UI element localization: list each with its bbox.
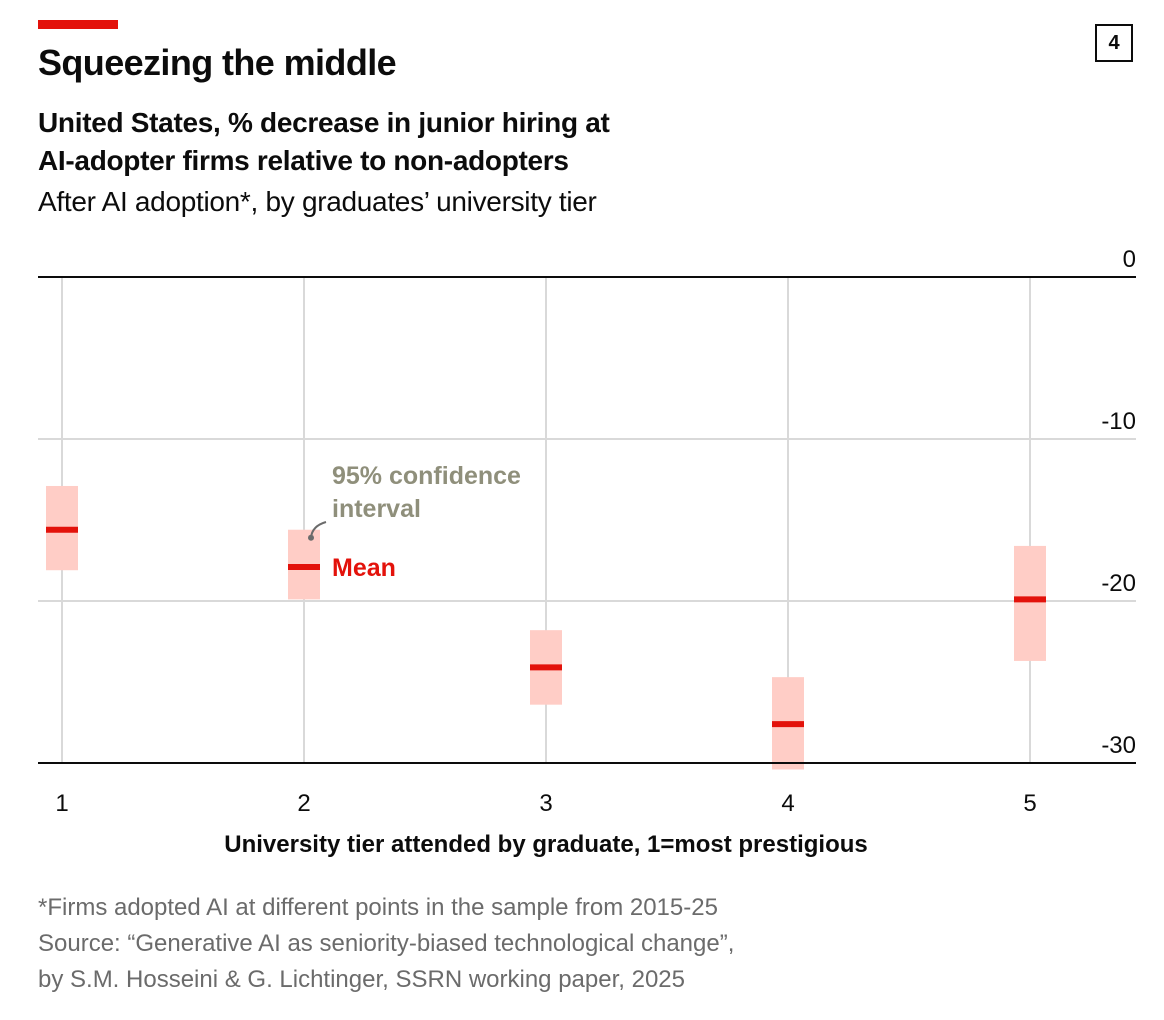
source-line-1: Source: “Generative AI as seniority-bias…: [38, 930, 735, 957]
chart-title: Squeezing the middle: [38, 42, 397, 83]
ci-annotation-line-2: interval: [332, 495, 421, 523]
chart-subtitle: United States, % decrease in junior hiri…: [38, 104, 610, 180]
x-tick-label-1: 1: [55, 790, 68, 817]
y-tick-label-0: 0: [1123, 246, 1136, 273]
x-tick-label-3: 3: [539, 790, 552, 817]
brand-accent-bar: [38, 20, 118, 29]
y-tick-label--10: -10: [1101, 408, 1136, 435]
x-axis-title: University tier attended by graduate, 1=…: [224, 831, 868, 858]
range-chart: 0 -10 -20 -30 1 2 3 4 5 University tier attended …: [38, 246, 1136, 858]
x-tick-label-2: 2: [297, 790, 310, 817]
x-tick-label-4: 4: [781, 790, 794, 817]
ci-annotation-line-1: 95% confidence: [332, 462, 521, 490]
subtitle-line-2: AI-adopter firms relative to non-adopter…: [38, 145, 569, 176]
source-line-2: by S.M. Hosseini & G. Lichtinger, SSRN w…: [38, 966, 685, 993]
chart-number-badge: 4: [1095, 24, 1133, 62]
mean-annotation: Mean: [332, 554, 396, 582]
chart-subnote: After AI adoption*, by graduates’ univer…: [38, 186, 597, 217]
y-tick-label--20: -20: [1101, 570, 1136, 597]
subtitle-line-1: United States, % decrease in junior hiri…: [38, 107, 610, 138]
footnote-adoption: *Firms adopted AI at different points in…: [38, 894, 718, 921]
y-tick-label--30: -30: [1101, 732, 1136, 759]
x-tick-label-5: 5: [1023, 790, 1036, 817]
footnotes: *Firms adopted AI at different points in…: [38, 890, 734, 998]
ci-box-tier-5: [1014, 545, 1046, 661]
ci-annotation-dot: [308, 534, 314, 541]
